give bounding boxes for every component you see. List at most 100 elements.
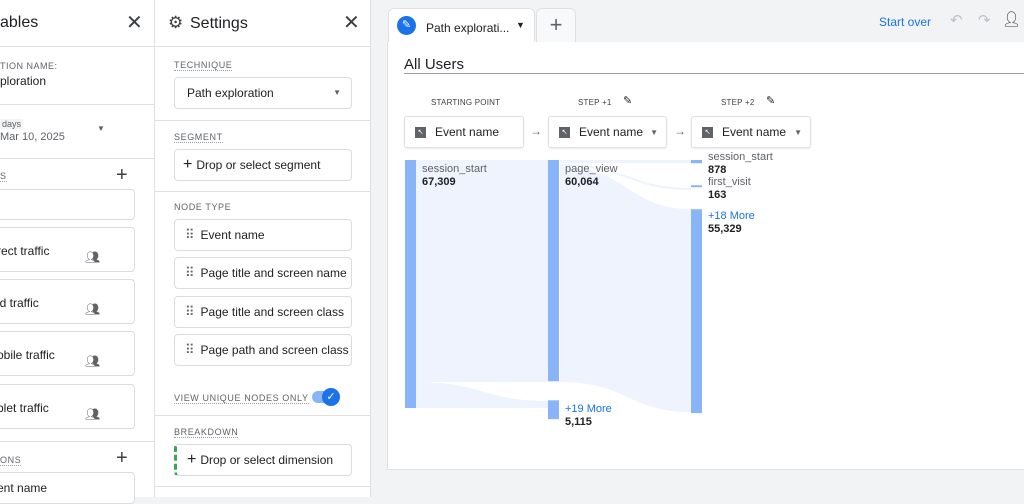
segment-item[interactable]: rect traffic 👥︎: [0, 227, 135, 272]
drag-handle-icon[interactable]: ⠿: [185, 342, 194, 357]
arrow-right-icon: →: [674, 124, 686, 138]
step-1-dimension[interactable]: ↖ Event name ▼: [548, 116, 667, 148]
segment-item[interactable]: obile traffic 👥︎: [0, 331, 135, 376]
flow-start-to-more: [416, 382, 549, 408]
node-name: +18 More: [708, 210, 755, 223]
node-label[interactable]: session_start 878: [708, 151, 773, 177]
sankey-node[interactable]: [405, 160, 416, 408]
node-type-item[interactable]: ⠿ Page title and screen name: [174, 257, 352, 289]
edit-pencil-icon[interactable]: ✎: [623, 95, 633, 107]
flow-to-more: [560, 167, 691, 412]
share-user-icon[interactable]: 👤︎: [1002, 11, 1022, 28]
node-name: first_visit: [708, 176, 751, 189]
settings-title: Settings: [190, 15, 248, 32]
redo-icon[interactable]: ↷: [978, 12, 991, 29]
sankey-node[interactable]: [691, 160, 702, 164]
dropdown-arrow-icon[interactable]: ▼: [97, 124, 105, 133]
node-name: session_start: [422, 163, 487, 175]
drag-handle-icon[interactable]: ⠿: [185, 265, 194, 280]
sankey-node[interactable]: [548, 160, 559, 382]
segment-drop-zone[interactable]: + Drop or select segment: [174, 149, 352, 181]
settings-panel: ⚙ Settings ✕ TECHNIQUE Path exploration ▼…: [155, 0, 371, 497]
node-label[interactable]: +18 More 55,329: [708, 210, 755, 236]
people-icon: 👥︎: [85, 407, 101, 421]
segment-label: blet traffic: [0, 401, 49, 415]
sankey-node[interactable]: [548, 400, 559, 420]
breakdown-drop-zone[interactable]: + Drop or select dimension: [174, 444, 352, 476]
segments-label: S: [0, 171, 7, 182]
gear-icon: ⚙: [168, 13, 184, 32]
unique-nodes-label: VIEW UNIQUE NODES ONLY: [174, 393, 309, 404]
starting-point-dimension[interactable]: ↖ Event name: [404, 116, 524, 148]
technique-label: TECHNIQUE: [174, 60, 233, 71]
add-tab-button[interactable]: +: [536, 8, 576, 42]
step-2-dimension[interactable]: ↖ Event name ▼: [691, 116, 811, 148]
node-value: 55,329: [708, 223, 742, 236]
variables-title: ables: [0, 14, 39, 31]
breakdown-label: BREAKDOWN: [174, 427, 239, 438]
step-label: STEP +1: [578, 98, 612, 107]
node-name: +19 More: [565, 403, 612, 416]
node-label[interactable]: first_visit 163: [708, 176, 751, 202]
exploration-name-input[interactable]: ploration: [0, 74, 47, 88]
close-icon[interactable]: ✕: [343, 12, 360, 34]
check-icon: ✓: [322, 388, 340, 406]
people-icon: 👥︎: [85, 250, 101, 264]
cursor-icon: ↖: [559, 126, 570, 138]
segment-label: id traffic: [0, 296, 39, 310]
node-type-item[interactable]: ⠿ Event name: [174, 219, 352, 251]
dropdown-arrow-icon: ▼: [794, 127, 802, 137]
node-label[interactable]: +19 More 5,115: [565, 403, 612, 429]
segment-label: rect traffic: [0, 244, 50, 258]
sankey-node[interactable]: [691, 185, 702, 188]
dropdown-arrow-icon[interactable]: ▼: [516, 20, 525, 30]
divider: [404, 73, 1024, 74]
step-label: STARTING POINT: [431, 98, 501, 107]
node-label[interactable]: page_view 60,064: [565, 163, 618, 189]
dimension-item[interactable]: ent name: [0, 472, 135, 504]
tab-path-exploration[interactable]: ✎ Path explorati... ▼: [388, 8, 535, 42]
start-over-button[interactable]: Start over: [879, 15, 932, 29]
date-chip: days: [0, 119, 24, 129]
flow-start-to-page-view: [416, 160, 549, 382]
segment-item[interactable]: id traffic 👥︎: [0, 279, 135, 324]
dimensions-label: ONS: [0, 455, 22, 466]
sankey-node[interactable]: [691, 209, 702, 414]
node-value: 878: [708, 164, 727, 176]
plus-icon: +: [187, 451, 197, 468]
plus-icon: +: [183, 156, 193, 173]
node-value: 60,064: [565, 176, 599, 188]
close-icon[interactable]: ✕: [126, 12, 143, 34]
pencil-icon: ✎: [397, 16, 416, 35]
drag-handle-icon[interactable]: ⠿: [185, 227, 194, 242]
add-segment-icon[interactable]: +: [116, 164, 128, 186]
segment-item[interactable]: [0, 189, 135, 220]
cursor-icon: ↖: [415, 126, 426, 138]
unique-nodes-toggle[interactable]: ✓: [312, 388, 340, 406]
dropdown-arrow-icon: ▼: [333, 88, 341, 97]
node-name: page_view: [565, 163, 618, 175]
segment-item[interactable]: blet traffic 👥︎: [0, 384, 135, 429]
flow-to-first-visit: [560, 164, 691, 190]
edit-pencil-icon[interactable]: ✎: [766, 95, 776, 107]
date-range[interactable]: Mar 10, 2025: [0, 131, 65, 143]
people-icon: 👥︎: [85, 354, 101, 368]
segment-label: SEGMENT: [174, 132, 223, 143]
add-dimension-icon[interactable]: +: [116, 447, 128, 469]
segment-label: obile traffic: [0, 348, 55, 362]
undo-icon[interactable]: ↶: [950, 12, 963, 29]
cursor-icon: ↖: [702, 126, 713, 138]
node-type-item[interactable]: ⠿ Page path and screen class: [174, 334, 352, 366]
dropdown-arrow-icon: ▼: [650, 127, 658, 137]
node-value: 5,115: [565, 416, 592, 429]
tab-label: Path explorati...: [426, 21, 510, 35]
node-value: 163: [708, 189, 727, 202]
node-type-item[interactable]: ⠿ Page title and screen class: [174, 296, 352, 328]
technique-select[interactable]: Path exploration ▼: [174, 77, 352, 109]
node-value: 67,309: [422, 176, 456, 188]
segment-title: All Users: [404, 56, 465, 73]
node-label[interactable]: session_start 67,309: [422, 163, 487, 189]
arrow-right-icon: →: [530, 124, 542, 138]
node-type-label: NODE TYPE: [174, 202, 232, 212]
drag-handle-icon[interactable]: ⠿: [185, 304, 194, 319]
